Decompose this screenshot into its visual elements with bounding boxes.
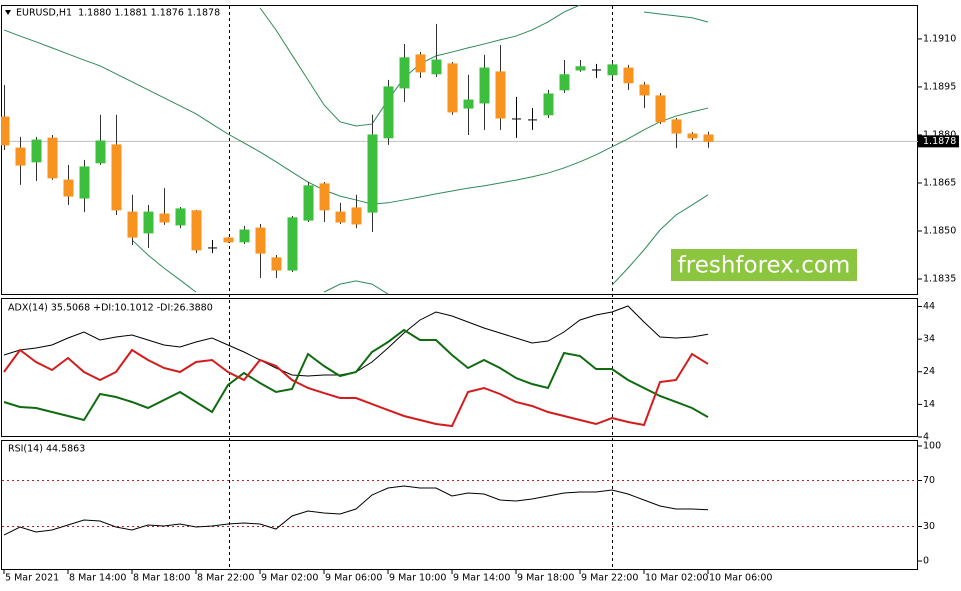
candle-body: [655, 95, 666, 123]
watermark-box: [671, 249, 857, 281]
candle-body: [335, 211, 346, 223]
candle-body: [303, 185, 314, 221]
price-tag: [918, 135, 959, 148]
candle-body: [415, 54, 426, 73]
candle-body: [703, 134, 714, 142]
candle-body: [239, 229, 250, 243]
y-tick-label: 1.1835: [923, 273, 956, 284]
candle-body: [495, 71, 506, 119]
y-tick-label: 1.1850: [923, 225, 956, 236]
x-tick-label: 9 Mar 06:00: [325, 573, 382, 584]
candle-body: [271, 257, 282, 271]
y-tick-label: 4: [923, 432, 929, 443]
price-plot: [1, 5, 918, 295]
line: [3, 485, 709, 536]
candle-body: [399, 57, 410, 89]
candle-body: [543, 93, 554, 116]
candle-body: [479, 67, 490, 104]
adx-title: ADX(14) 35.5068 +DI:10.1012 -DI:26.3880: [8, 303, 213, 314]
x-tick-label: 10 Mar 06:00: [709, 573, 772, 584]
candle-body: [175, 208, 186, 226]
y-tick-label: 100: [923, 440, 941, 451]
price-panel: [1, 5, 918, 295]
y-tick-label: 1.1895: [923, 81, 956, 92]
x-tick-label: 8 Mar 14:00: [69, 573, 126, 584]
watermark: freshforex.com: [678, 253, 851, 279]
y-tick-label: 0: [923, 556, 929, 567]
y-tick-label: 34: [923, 334, 935, 345]
adx-panel: [1, 298, 918, 437]
chart-title: EURUSD,H1 1.1880 1.1881 1.1876 1.1878: [16, 8, 220, 19]
candle-body: [63, 179, 74, 197]
symbol-icon: [5, 10, 11, 15]
y-tick-label: 44: [923, 301, 935, 312]
candle-body: [367, 134, 378, 213]
candle-body: [223, 237, 234, 243]
rsi-panel: [1, 440, 918, 570]
candle-body: [671, 119, 682, 134]
candle-body: [159, 213, 170, 223]
x-tick-label: 9 Mar 10:00: [389, 573, 446, 584]
candle-body: [559, 74, 570, 91]
candle-body: [287, 217, 298, 271]
candle-body: [463, 99, 474, 109]
candle-body: [95, 140, 106, 164]
candle-body: [319, 183, 330, 211]
candle-body: [639, 84, 650, 96]
y-tick-label: 1.1910: [923, 33, 956, 44]
candle-body: [47, 137, 58, 179]
candle-body: [127, 211, 138, 238]
y-tick-label: 14: [923, 399, 935, 410]
candle-body: [383, 86, 394, 139]
y-tick-label: 30: [923, 521, 935, 532]
candle-body: [143, 211, 154, 234]
x-tick-label: 9 Mar 14:00: [453, 573, 510, 584]
indicator-plot: [2, 479, 918, 536]
candle-body: [111, 144, 122, 211]
line: [3, 328, 709, 422]
y-tick-label: 70: [923, 475, 935, 486]
x-tick-label: 8 Mar 22:00: [197, 573, 254, 584]
candle-body: [255, 227, 266, 254]
candle-body: [31, 139, 42, 163]
y-tick-label: 1.1880: [923, 129, 956, 140]
y-tick-label: 1.1865: [923, 177, 956, 188]
rsi-title: RSI(14) 44.5863: [8, 444, 85, 455]
candle-body: [351, 207, 362, 225]
candle-body: [15, 147, 26, 166]
x-tick-label: 9 Mar 18:00: [517, 573, 574, 584]
candle-body: [191, 210, 202, 251]
candle-body: [447, 63, 458, 113]
candle-body: [79, 166, 90, 199]
x-tick-label: 10 Mar 02:00: [645, 573, 708, 584]
line: [3, 348, 709, 428]
candle-body: [623, 67, 634, 84]
y-tick-label: 24: [923, 366, 935, 377]
line: [131, 194, 709, 295]
candle-body: [607, 64, 618, 76]
candle-body: [575, 66, 586, 71]
x-tick-label: 9 Mar 02:00: [261, 573, 318, 584]
x-tick-label: 8 Mar 18:00: [133, 573, 190, 584]
candle-body: [687, 133, 698, 139]
candle-body: [1, 116, 10, 146]
candle-body: [431, 59, 442, 75]
price-tag-label: 1.1878: [923, 136, 956, 147]
x-tick-label: 9 Mar 22:00: [581, 573, 638, 584]
indicator-plot: [3, 305, 709, 428]
x-tick-label: 5 Mar 2021: [5, 573, 59, 584]
